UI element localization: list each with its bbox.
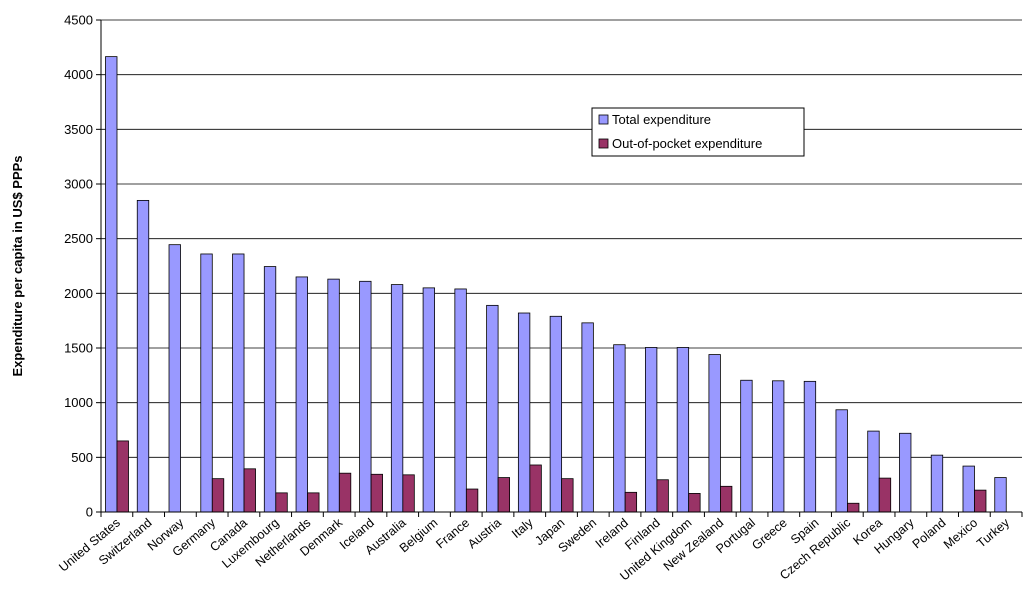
x-tick-labels: United StatesSwitzerlandNorwayGermanyCan… xyxy=(56,515,1012,583)
legend-label-out-of-pocket: Out-of-pocket expenditure xyxy=(612,136,762,151)
bar-total-expenditure xyxy=(390,284,404,513)
axes xyxy=(96,19,1023,517)
bar-out-of-pocket-expenditure xyxy=(116,440,129,513)
y-tick-label: 4500 xyxy=(64,13,93,28)
bar-total-expenditure xyxy=(359,280,372,513)
bar-total-expenditure xyxy=(803,380,817,513)
bar-out-of-pocket-expenditure xyxy=(878,477,892,513)
bar-total-expenditure xyxy=(549,315,563,513)
bar-total-expenditure xyxy=(676,347,690,513)
legend-box xyxy=(591,107,805,157)
bar-total-expenditure xyxy=(517,312,531,513)
bar-out-of-pocket-expenditure xyxy=(402,474,415,513)
bar-out-of-pocket-expenditure xyxy=(307,492,320,513)
bar-out-of-pocket-expenditure xyxy=(688,493,701,513)
bar-out-of-pocket-expenditure xyxy=(624,491,638,513)
bar-out-of-pocket-expenditure xyxy=(529,464,542,513)
y-tick-label: 1500 xyxy=(64,341,93,356)
bar-out-of-pocket-expenditure xyxy=(974,489,987,513)
bar-total-expenditure xyxy=(136,199,150,513)
y-tick-label: 2000 xyxy=(64,286,93,301)
bar-total-expenditure xyxy=(772,380,785,513)
y-tick-label: 1000 xyxy=(64,395,93,410)
bar-total-expenditure xyxy=(422,287,435,513)
bar-total-expenditure xyxy=(105,56,118,513)
y-tick-label: 4000 xyxy=(64,67,93,82)
bar-total-expenditure xyxy=(581,322,594,513)
bar-out-of-pocket-expenditure xyxy=(338,472,352,513)
bar-total-expenditure xyxy=(867,430,880,513)
bar-out-of-pocket-expenditure xyxy=(465,488,479,513)
bar-total-expenditure xyxy=(644,347,658,513)
bar-out-of-pocket-expenditure xyxy=(656,479,669,513)
y-tick-labels: 0 500 1000 1500 2000 2500 3000 3500 4000 4500 xyxy=(64,13,93,520)
bar-total-expenditure xyxy=(740,379,753,513)
legend: Total expenditure Out-of-pocket expendit… xyxy=(591,107,805,157)
x-tick-label: Turkey xyxy=(974,515,1012,550)
bar-total-expenditure xyxy=(327,278,340,513)
bar-total-expenditure xyxy=(835,409,848,513)
legend-swatch-out-of-pocket xyxy=(598,138,609,149)
y-tick-label: 500 xyxy=(71,450,93,465)
bar-total-expenditure xyxy=(899,432,912,513)
legend-label-total: Total expenditure xyxy=(612,112,711,127)
bar-total-expenditure xyxy=(486,304,499,513)
y-tick-label: 3000 xyxy=(64,177,93,192)
gridlines xyxy=(101,19,1022,458)
x-tick-label: France xyxy=(433,516,472,552)
x-tick-label: Austria xyxy=(465,516,504,552)
y-tick-label: 3500 xyxy=(64,122,93,137)
bar-out-of-pocket-expenditure xyxy=(497,477,511,513)
bar-out-of-pocket-expenditure xyxy=(720,485,733,513)
bar-total-expenditure xyxy=(200,253,213,513)
bar-out-of-pocket-expenditure xyxy=(370,473,383,513)
bar-out-of-pocket-expenditure xyxy=(211,478,225,513)
y-tick-label: 0 xyxy=(86,505,93,520)
bar-total-expenditure xyxy=(232,253,245,513)
bar-out-of-pocket-expenditure xyxy=(561,478,574,513)
bar-total-expenditure xyxy=(168,244,181,513)
y-axis-label: Expenditure per capita in US$ PPPs xyxy=(10,155,25,376)
bar-total-expenditure xyxy=(613,344,626,513)
x-tick-label: Poland xyxy=(910,516,949,552)
x-tick-label: Mexico xyxy=(941,516,980,552)
x-tick-label: Greece xyxy=(749,516,789,553)
legend-swatch-total xyxy=(598,114,609,125)
bar-out-of-pocket-expenditure xyxy=(275,492,288,513)
bar-total-expenditure xyxy=(454,288,467,513)
bar-total-expenditure xyxy=(962,465,975,513)
bars xyxy=(105,56,1007,513)
bar-out-of-pocket-expenditure xyxy=(847,502,860,513)
bar-total-expenditure xyxy=(295,276,308,513)
bar-total-expenditure xyxy=(708,354,721,513)
bar-out-of-pocket-expenditure xyxy=(243,468,256,513)
bar-total-expenditure xyxy=(930,454,944,513)
bar-total-expenditure xyxy=(263,266,277,513)
y-tick-label: 2500 xyxy=(64,231,93,246)
bar-total-expenditure xyxy=(994,477,1007,513)
